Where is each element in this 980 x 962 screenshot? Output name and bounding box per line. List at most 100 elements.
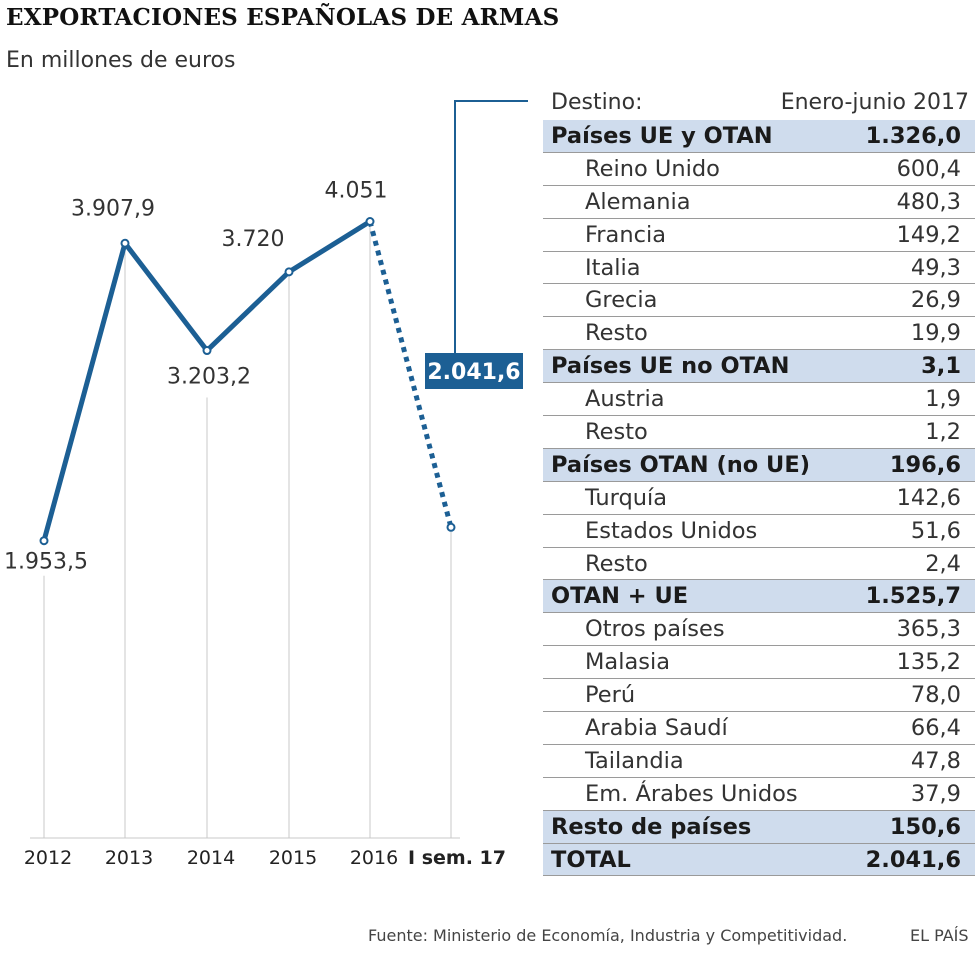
series-line-projection — [367, 220, 454, 528]
row-value: 600,4 — [896, 155, 961, 182]
data-label-2012: 1.953,5 — [4, 550, 88, 575]
table-row: Estados Unidos 51,6 — [543, 515, 975, 548]
table-group-row: TOTAL 2.041,6 — [543, 843, 975, 877]
callout-box — [425, 353, 523, 389]
row-destination: Resto — [585, 550, 648, 577]
row-destination: Países OTAN (no UE) — [551, 451, 810, 478]
row-value: 51,6 — [910, 517, 961, 544]
table-row: Otros países 365,3 — [543, 613, 975, 647]
row-destination: Austria — [585, 386, 665, 413]
table-header-destination: Destino: — [551, 90, 643, 115]
table-group-row: OTAN + UE 1.525,7 — [543, 580, 975, 614]
row-destination: Francia — [585, 221, 667, 248]
row-value: 2.041,6 — [865, 846, 961, 873]
table-row: Turquía 142,6 — [543, 482, 975, 515]
data-point-2016 — [365, 217, 375, 226]
row-destination: Resto — [585, 419, 648, 446]
row-value: 150,6 — [889, 813, 961, 840]
brand-logo: EL PAÍS — [910, 926, 969, 945]
row-destination: Turquía — [585, 484, 668, 511]
x-tick-label: 2016 — [350, 847, 398, 869]
row-value: 1,9 — [925, 386, 961, 413]
row-destination: OTAN + UE — [551, 583, 689, 610]
table-row: Perú 78,0 — [543, 679, 975, 713]
row-destination: Italia — [585, 254, 641, 281]
row-destination: Malasia — [585, 649, 671, 676]
table-row: Francia 149,2 — [543, 219, 975, 252]
row-value: 149,2 — [896, 221, 961, 248]
row-value: 49,3 — [910, 254, 961, 281]
row-value: 19,9 — [910, 320, 961, 347]
row-value: 1.326,0 — [865, 123, 961, 149]
row-destination: Em. Árabes Unidos — [585, 780, 798, 807]
table-body: Países UE y OTAN 1.326,0 Reino Unido 600,4 A… — [543, 120, 975, 877]
x-tick-label: 2014 — [187, 847, 235, 869]
table-row: Resto 1,2 — [543, 416, 975, 449]
chart-subtitle: En millones de euros — [6, 48, 236, 73]
table-group-row: Países OTAN (no UE) 196,6 — [543, 448, 975, 482]
table-row: Arabia Saudí 66,4 — [543, 712, 975, 745]
row-value: 480,3 — [896, 188, 961, 215]
chart-title: EXPORTACIONES ESPAÑOLAS DE ARMAS — [6, 4, 560, 31]
table-header-period: Enero-junio 2017 — [780, 90, 969, 115]
row-value: 142,6 — [896, 484, 961, 511]
table-row: Resto 2,4 — [543, 548, 975, 581]
row-value: 2,4 — [925, 550, 961, 577]
row-destination: Perú — [585, 682, 636, 709]
row-value: 26,9 — [910, 287, 961, 314]
row-value: 135,2 — [896, 649, 961, 676]
row-destination: TOTAL — [551, 846, 631, 873]
data-point-I sem. 17 — [446, 522, 456, 532]
row-destination: Grecia — [585, 287, 658, 314]
row-destination: Reino Unido — [585, 155, 720, 182]
x-tick-label: I sem. 17 — [408, 847, 506, 869]
callout-value: 2.041,6 — [427, 360, 520, 385]
table-group-row: Países UE y OTAN 1.326,0 — [543, 120, 975, 153]
data-point-2012 — [39, 536, 49, 546]
table-row: Italia 49,3 — [543, 252, 975, 285]
data-label-2013: 3.907,9 — [71, 196, 155, 221]
destination-table: Destino: Enero-junio 2017 Países UE y OT… — [543, 86, 975, 877]
row-destination: Países UE no OTAN — [551, 353, 790, 380]
row-destination: Otros países — [585, 616, 725, 643]
table-row: Resto 19,9 — [543, 317, 975, 351]
row-value: 365,3 — [896, 616, 961, 643]
callout-leader — [454, 100, 528, 355]
data-point-2013 — [120, 238, 130, 248]
row-destination: Estados Unidos — [585, 517, 758, 544]
table-row: Reino Unido 600,4 — [543, 153, 975, 186]
row-value: 3,1 — [921, 353, 961, 380]
table-header: Destino: Enero-junio 2017 — [543, 86, 975, 120]
row-destination: Arabia Saudí — [585, 715, 728, 742]
row-value: 78,0 — [910, 682, 961, 709]
table-row: Grecia 26,9 — [543, 284, 975, 318]
table-group-row: Resto de países 150,6 — [543, 810, 975, 844]
row-value: 1.525,7 — [865, 583, 961, 610]
table-row: Tailandia 47,8 — [543, 745, 975, 778]
row-destination: Alemania — [585, 188, 691, 215]
table-row: Austria 1,9 — [543, 383, 975, 417]
x-tick-label: 2012 — [24, 847, 72, 869]
table-group-row: Países UE no OTAN 3,1 — [543, 350, 975, 384]
data-label-2015: 3.720 — [222, 227, 285, 252]
row-value: 196,6 — [889, 451, 961, 478]
table-row: Alemania 480,3 — [543, 186, 975, 219]
row-value: 47,8 — [910, 747, 961, 774]
data-point-2015 — [284, 267, 294, 277]
table-row: Em. Árabes Unidos 37,9 — [543, 778, 975, 811]
row-destination: Resto de países — [551, 813, 752, 840]
row-value: 66,4 — [910, 715, 961, 742]
row-destination: Países UE y OTAN — [551, 123, 773, 149]
row-value: 37,9 — [910, 780, 961, 807]
data-label-2014: 3.203,2 — [167, 365, 251, 390]
x-tick-label: 2013 — [105, 847, 153, 869]
x-tick-label: 2015 — [269, 847, 317, 869]
source-note: Fuente: Ministerio de Economía, Industri… — [368, 926, 848, 945]
row-destination: Resto — [585, 320, 648, 347]
line-chart: 1.953,5 3.907,9 3.203,2 3.720 4.051 2.041,6 20… — [4, 100, 528, 869]
data-label-2016: 4.051 — [325, 179, 388, 204]
table-row: Malasia 135,2 — [543, 646, 975, 680]
data-point-2014 — [202, 346, 212, 356]
row-value: 1,2 — [925, 419, 961, 446]
row-destination: Tailandia — [585, 747, 684, 774]
